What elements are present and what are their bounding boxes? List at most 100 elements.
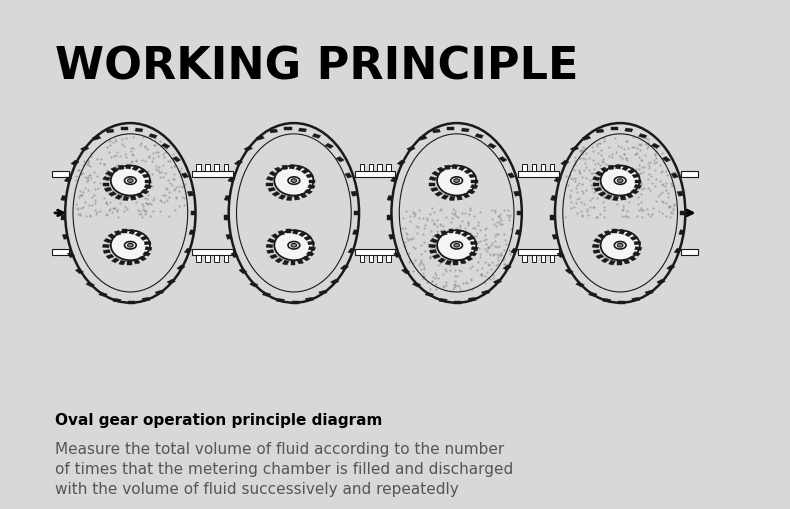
Bar bbox=[570, 147, 579, 152]
Circle shape bbox=[127, 244, 134, 247]
Bar bbox=[226, 235, 232, 240]
Circle shape bbox=[288, 242, 299, 249]
Bar bbox=[348, 248, 356, 254]
Bar bbox=[469, 252, 477, 257]
Bar bbox=[425, 293, 434, 297]
Bar bbox=[540, 164, 545, 172]
Bar bbox=[623, 260, 630, 265]
Bar bbox=[679, 230, 685, 235]
Bar bbox=[155, 291, 164, 295]
Bar bbox=[618, 301, 625, 304]
Bar bbox=[612, 230, 617, 234]
Bar bbox=[108, 234, 115, 239]
Bar bbox=[284, 128, 292, 131]
Bar bbox=[471, 247, 478, 251]
Bar bbox=[274, 168, 282, 173]
Bar bbox=[318, 291, 327, 295]
Bar bbox=[266, 177, 274, 181]
Bar bbox=[620, 196, 626, 201]
Bar bbox=[412, 282, 421, 288]
Bar bbox=[287, 197, 292, 201]
Bar bbox=[312, 134, 321, 139]
Bar bbox=[356, 172, 395, 178]
Bar bbox=[144, 185, 152, 189]
Bar bbox=[550, 255, 555, 263]
Bar bbox=[143, 252, 151, 257]
Bar bbox=[272, 192, 280, 197]
Bar bbox=[369, 164, 373, 172]
Bar bbox=[299, 193, 307, 199]
Bar bbox=[432, 254, 440, 259]
Bar bbox=[141, 236, 149, 241]
Bar bbox=[103, 177, 111, 181]
Circle shape bbox=[451, 178, 462, 185]
Bar bbox=[52, 249, 69, 255]
Bar bbox=[309, 180, 315, 183]
Bar bbox=[307, 252, 314, 257]
Bar bbox=[435, 234, 442, 239]
Bar bbox=[256, 136, 265, 141]
Bar bbox=[554, 178, 562, 183]
Bar bbox=[278, 231, 284, 236]
Ellipse shape bbox=[600, 166, 640, 196]
Bar bbox=[235, 161, 243, 166]
Bar bbox=[507, 174, 515, 179]
Bar bbox=[126, 165, 131, 169]
Bar bbox=[632, 174, 640, 179]
Bar bbox=[340, 265, 348, 271]
Bar bbox=[462, 193, 470, 199]
Bar bbox=[282, 261, 289, 266]
Circle shape bbox=[617, 179, 623, 183]
Circle shape bbox=[125, 178, 136, 185]
Bar bbox=[682, 249, 698, 255]
Bar bbox=[269, 172, 277, 177]
Bar bbox=[145, 247, 152, 251]
Bar bbox=[617, 262, 622, 266]
Bar bbox=[224, 196, 231, 201]
Bar bbox=[369, 255, 373, 263]
Bar bbox=[429, 177, 437, 181]
Bar bbox=[205, 164, 210, 172]
Bar bbox=[389, 235, 395, 240]
Text: Measure the total volume of fluid according to the number
of times that the mete: Measure the total volume of fluid accord… bbox=[55, 441, 514, 496]
Bar bbox=[468, 298, 476, 302]
Bar bbox=[187, 192, 194, 197]
Bar bbox=[472, 180, 478, 183]
Bar bbox=[289, 165, 295, 169]
Bar bbox=[461, 129, 469, 133]
Bar bbox=[106, 172, 114, 177]
Bar bbox=[449, 230, 453, 234]
Bar bbox=[108, 192, 116, 197]
Bar bbox=[601, 258, 609, 263]
Bar bbox=[192, 172, 232, 178]
Bar bbox=[454, 301, 461, 304]
Bar bbox=[592, 177, 600, 181]
Bar bbox=[393, 252, 401, 258]
Ellipse shape bbox=[437, 166, 476, 196]
Bar bbox=[115, 195, 122, 200]
Bar bbox=[115, 231, 121, 236]
Bar bbox=[596, 254, 604, 259]
Bar bbox=[250, 282, 258, 288]
Bar bbox=[540, 255, 545, 263]
Bar bbox=[401, 269, 410, 274]
Bar bbox=[429, 183, 435, 186]
Bar bbox=[62, 235, 69, 240]
Circle shape bbox=[617, 244, 623, 247]
Bar bbox=[551, 196, 557, 201]
Bar bbox=[470, 242, 477, 245]
Circle shape bbox=[453, 179, 460, 183]
Bar bbox=[282, 166, 288, 170]
Bar bbox=[582, 136, 591, 141]
Bar bbox=[292, 230, 299, 235]
Bar bbox=[460, 260, 466, 265]
Bar bbox=[667, 265, 675, 271]
Bar bbox=[344, 174, 352, 179]
Bar bbox=[228, 178, 235, 183]
Bar bbox=[431, 188, 438, 192]
Bar bbox=[611, 128, 618, 131]
Bar bbox=[596, 172, 604, 177]
Bar bbox=[104, 188, 112, 192]
Bar bbox=[635, 180, 641, 183]
Bar bbox=[138, 169, 146, 175]
